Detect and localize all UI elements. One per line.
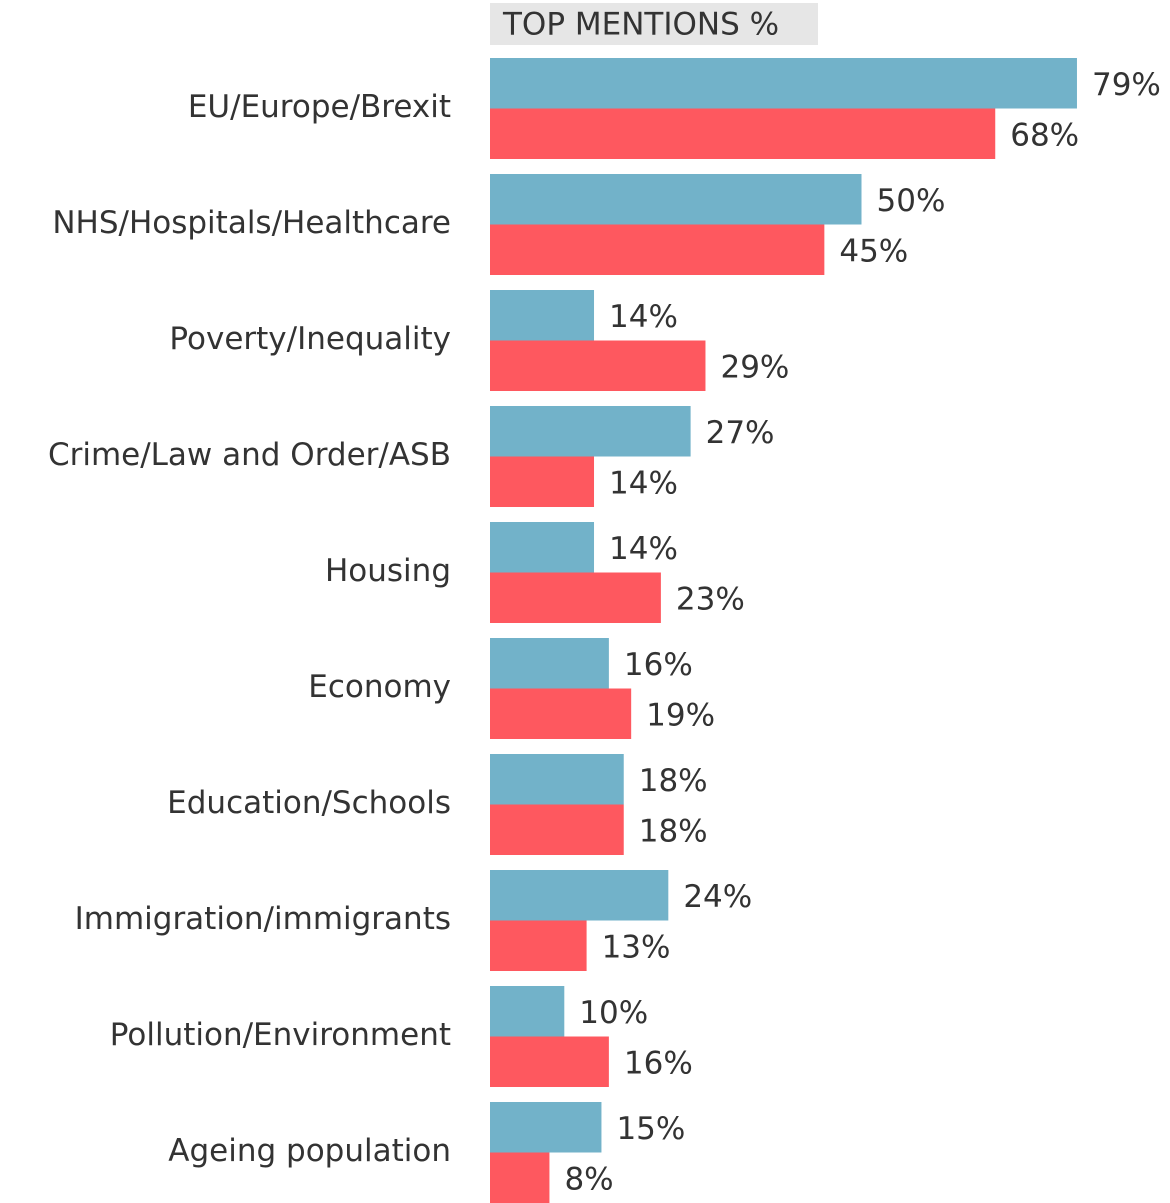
bar [490,174,862,225]
bar [490,456,595,507]
value-label: 16% [624,647,693,683]
bar [490,804,624,855]
value-label: 29% [720,349,789,385]
category-label: NHS/Hospitals/Healthcare [52,205,451,241]
category-label: Housing [325,553,451,589]
bar [490,290,595,341]
category-label: Ageing population [168,1133,451,1169]
category-label: Poverty/Inequality [169,321,451,357]
bar [490,406,691,457]
bar [490,1152,550,1203]
bar [490,870,669,921]
value-label: 79% [1092,67,1161,103]
value-label: 14% [609,465,678,501]
bar [490,340,706,391]
bar [490,224,825,275]
value-label: 19% [646,697,715,733]
category-label: Economy [308,669,451,705]
bar [490,1102,602,1153]
bar [490,108,996,159]
value-label: 27% [706,415,775,451]
category-label: Education/Schools [167,785,451,821]
category-label: Crime/Law and Order/ASB [48,437,451,473]
value-label: 24% [683,879,752,915]
value-label: 18% [639,813,708,849]
value-label: 50% [877,183,946,219]
chart-title: TOP MENTIONS % [502,7,779,43]
bar [490,522,595,573]
category-label: EU/Europe/Brexit [188,89,451,125]
bar [490,638,609,689]
value-label: 10% [579,995,648,1031]
value-label: 14% [609,299,678,335]
bar [490,1036,609,1087]
value-label: 8% [564,1161,613,1197]
bar [490,572,661,623]
value-label: 68% [1010,117,1079,153]
bar [490,754,624,805]
value-label: 16% [624,1045,693,1081]
title-background [490,3,818,45]
value-label: 23% [676,581,745,617]
bar [490,920,587,971]
value-label: 18% [639,763,708,799]
category-label: Immigration/immigrants [75,901,451,937]
value-label: 45% [839,233,908,269]
category-label: Pollution/Environment [110,1017,451,1053]
value-label: 13% [602,929,671,965]
bar [490,688,632,739]
bar [490,986,565,1037]
value-label: 14% [609,531,678,567]
value-label: 15% [616,1111,685,1147]
bar [490,58,1077,109]
